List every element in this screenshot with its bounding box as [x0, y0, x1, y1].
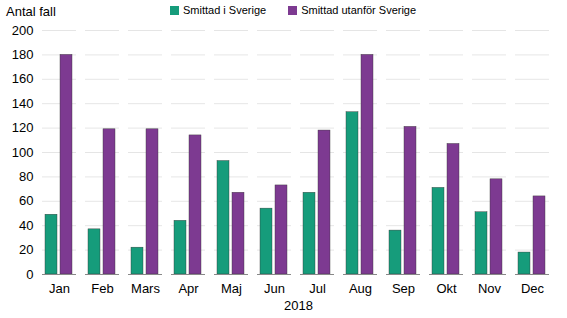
svg-text:Okt: Okt	[436, 281, 457, 296]
svg-text:Nov: Nov	[478, 281, 502, 296]
svg-text:Jul: Jul	[309, 281, 326, 296]
svg-text:Feb: Feb	[91, 281, 113, 296]
svg-text:0: 0	[26, 267, 33, 282]
html-text:Smittad utanför Sverige: Smittad utanför Sverige	[301, 4, 417, 16]
svg-text:Mars: Mars	[131, 281, 160, 296]
svg-text:180: 180	[12, 47, 34, 62]
svg-text:100: 100	[12, 145, 34, 160]
svg-text:140: 140	[12, 96, 34, 111]
svg-text:Jan: Jan	[49, 281, 70, 296]
html-text:Antal fall: Antal fall	[6, 4, 56, 19]
svg-text:60: 60	[19, 193, 33, 208]
svg-text:200: 200	[12, 23, 34, 38]
svg-text:40: 40	[19, 218, 33, 233]
svg-text:Dec: Dec	[521, 281, 545, 296]
svg-text:20: 20	[19, 242, 33, 257]
svg-text:120: 120	[12, 120, 34, 135]
html-text:2018: 2018	[284, 298, 313, 313]
svg-text:80: 80	[19, 169, 33, 184]
html-text:Smittad i Sverige: Smittad i Sverige	[183, 4, 267, 16]
svg-text:160: 160	[12, 71, 34, 86]
svg-text:Aug: Aug	[349, 281, 372, 296]
svg-text:Maj: Maj	[221, 281, 242, 296]
svg-text:Apr: Apr	[178, 281, 199, 296]
svg-text:Jun: Jun	[264, 281, 285, 296]
svg-text:Sep: Sep	[392, 281, 415, 296]
